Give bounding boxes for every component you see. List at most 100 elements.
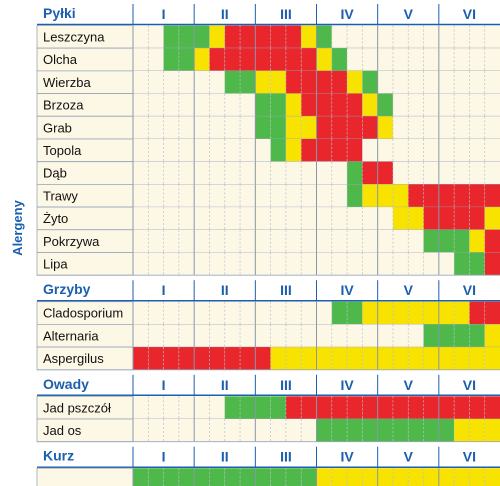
heatmap-cell <box>240 70 256 94</box>
heatmap-cell <box>270 301 286 325</box>
heatmap-cell <box>240 229 256 253</box>
month-label: II <box>221 6 229 22</box>
heatmap-cell <box>484 207 500 230</box>
heatmap-cell <box>270 419 286 442</box>
heatmap-cell <box>163 93 179 117</box>
heatmap-cell <box>362 301 378 325</box>
heatmap-cell <box>408 116 424 139</box>
heatmap-row: Jad pszczół <box>36 395 500 420</box>
section-title: Kurz <box>43 448 74 464</box>
section-header-1: Grzyby I II III IV V VI <box>37 277 500 302</box>
heatmap-cell <box>148 70 164 94</box>
heatmap-cell <box>469 301 485 325</box>
heatmap-cell <box>240 252 256 276</box>
heatmap-cell <box>240 161 256 185</box>
heatmap-cell <box>392 161 409 185</box>
heatmap-cell <box>224 347 241 370</box>
heatmap-cell <box>362 324 378 348</box>
heatmap-cell <box>270 139 286 162</box>
row-label: Wierzba <box>43 75 91 90</box>
heatmap-cell <box>438 184 455 208</box>
heatmap-cell <box>377 252 393 276</box>
section-header-bg <box>37 443 500 468</box>
heatmap-cell <box>148 93 164 117</box>
heatmap-cell <box>209 324 225 348</box>
heatmap-cell <box>469 468 485 486</box>
heatmap-cell <box>423 139 439 162</box>
heatmap-cell <box>362 116 378 139</box>
heatmap-cell <box>255 70 271 94</box>
heatmap-cell <box>484 139 500 162</box>
heatmap-cell <box>423 116 439 139</box>
heatmap-cell <box>408 419 424 442</box>
heatmap-cell <box>377 161 393 185</box>
heatmap-cell <box>255 184 271 208</box>
heatmap-cell <box>377 419 393 442</box>
heatmap-cell <box>316 396 332 419</box>
heatmap-cell <box>301 116 317 139</box>
section-title: Owady <box>43 376 89 392</box>
heatmap-cell <box>270 25 286 49</box>
heatmap-cell <box>316 93 332 117</box>
heatmap-cell <box>454 93 470 117</box>
month-label: IV <box>340 377 354 393</box>
heatmap-cell <box>392 48 409 71</box>
heatmap-cell <box>423 468 439 486</box>
heatmap-cell <box>270 396 286 419</box>
heatmap-cell <box>301 396 317 419</box>
heatmap-cell <box>178 324 195 348</box>
heatmap-cell <box>270 347 286 370</box>
heatmap-cell <box>163 184 179 208</box>
heatmap-cell <box>178 301 195 325</box>
heatmap-cell <box>178 252 195 276</box>
heatmap-cell <box>194 301 210 325</box>
heatmap-cell <box>270 207 286 230</box>
heatmap-cell <box>484 347 500 370</box>
heatmap-cell <box>362 207 378 230</box>
heatmap-cell <box>316 184 332 208</box>
heatmap-cell <box>469 25 485 49</box>
heatmap-cell <box>438 301 455 325</box>
heatmap-cell <box>285 468 302 486</box>
heatmap-cell <box>133 161 149 185</box>
heatmap-cell <box>209 70 225 94</box>
heatmap-cell <box>133 93 149 117</box>
heatmap-cell <box>301 468 317 486</box>
heatmap-cell <box>163 25 179 49</box>
heatmap-cell <box>392 396 409 419</box>
month-label: II <box>221 377 229 393</box>
heatmap-cell <box>438 347 455 370</box>
heatmap-cell <box>285 25 302 49</box>
heatmap-cell <box>331 229 348 253</box>
heatmap-cell <box>194 161 210 185</box>
month-label: III <box>280 282 292 298</box>
heatmap-cell <box>133 48 149 71</box>
heatmap-cell <box>148 25 164 49</box>
heatmap-cell <box>209 301 225 325</box>
heatmap-cell <box>316 161 332 185</box>
heatmap-cell <box>163 48 179 71</box>
heatmap-cell <box>209 396 225 419</box>
heatmap-cell <box>362 184 378 208</box>
heatmap-cell <box>194 207 210 230</box>
heatmap-cell <box>347 207 363 230</box>
heatmap-cell <box>347 301 363 325</box>
heatmap-cell <box>285 116 302 139</box>
heatmap-cell <box>285 301 302 325</box>
heatmap-cell <box>270 161 286 185</box>
row-label: Żyto <box>43 211 68 226</box>
heatmap-cell <box>454 229 470 253</box>
heatmap-cell <box>316 468 332 486</box>
heatmap-row: Dąb <box>36 161 500 185</box>
heatmap-cell <box>408 324 424 348</box>
month-label: V <box>404 377 414 393</box>
heatmap-cell <box>255 93 271 117</box>
row-label: Jad os <box>43 423 82 438</box>
heatmap-cell <box>316 419 332 442</box>
heatmap-cell <box>423 207 439 230</box>
heatmap-row: Pokrzywa <box>36 229 500 253</box>
row-label: Cladosporium <box>43 306 123 321</box>
heatmap-cell <box>209 116 225 139</box>
heatmap-cell <box>392 139 409 162</box>
